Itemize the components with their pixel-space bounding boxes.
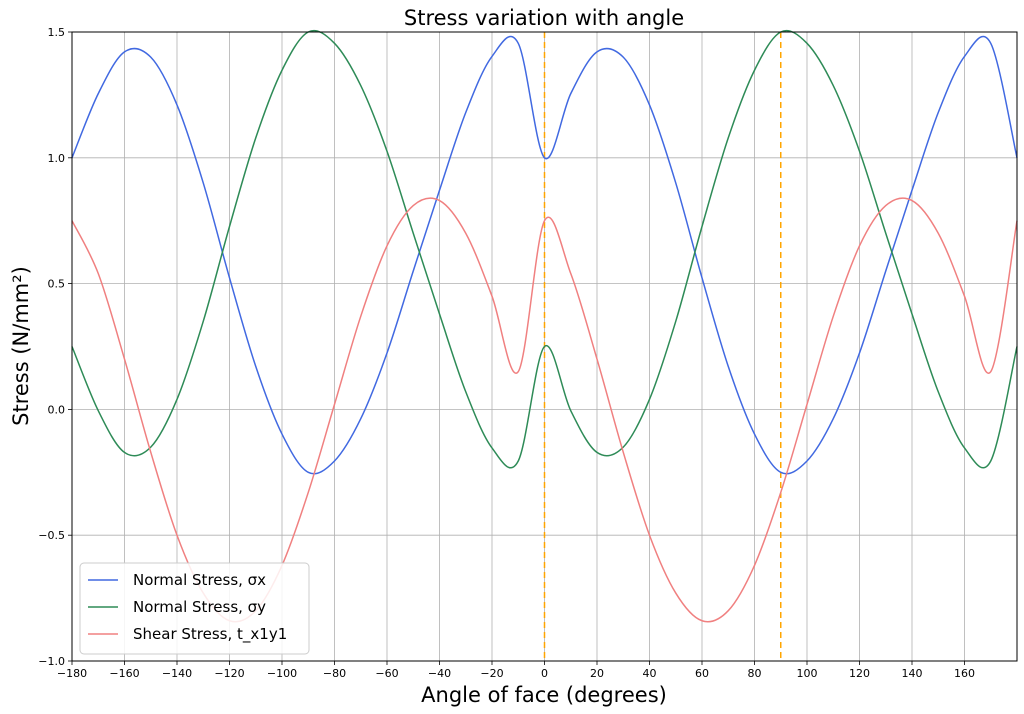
- x-tick-label: 60: [695, 667, 709, 680]
- x-tick-label: 80: [748, 667, 762, 680]
- chart-title: Stress variation with angle: [404, 6, 684, 30]
- x-tick-label: 40: [643, 667, 657, 680]
- x-tick-label: −140: [162, 667, 192, 680]
- y-axis-label: Stress (N/mm²): [9, 266, 33, 426]
- y-tick-label: 0.5: [48, 278, 66, 291]
- y-tick-label: 1.5: [48, 26, 66, 39]
- x-tick-label: 20: [590, 667, 604, 680]
- x-axis-label: Angle of face (degrees): [421, 683, 667, 707]
- x-tick-label: 160: [954, 667, 975, 680]
- y-tick-label: −1.0: [38, 655, 65, 668]
- x-tick-label: −40: [428, 667, 451, 680]
- y-tick-label: 1.0: [48, 152, 66, 165]
- legend-label: Normal Stress, σx: [133, 571, 266, 589]
- x-tick-label: 100: [797, 667, 818, 680]
- grid: [71, 31, 1017, 662]
- y-tick-label: 0.0: [48, 403, 66, 416]
- x-tick-label: −60: [375, 667, 398, 680]
- x-tick-label: −100: [267, 667, 297, 680]
- y-axis-ticks: −1.0 −0.5 0.0 0.5 1.0 1.5: [38, 26, 72, 668]
- x-tick-label: 120: [849, 667, 870, 680]
- x-tick-label: −80: [323, 667, 346, 680]
- x-tick-label: 0: [541, 667, 548, 680]
- legend-label: Normal Stress, σy: [133, 598, 266, 616]
- x-axis-ticks: −180 −160 −140 −120 −100 −80 −60 −40 −20 0 20 40 60 8…: [57, 661, 975, 680]
- legend-box: [79, 562, 310, 655]
- x-tick-label: 140: [902, 667, 923, 680]
- legend: Normal Stress, σx Normal Stress, σy Shear …: [79, 562, 310, 655]
- x-tick-label: −180: [57, 667, 87, 680]
- series-line-1: [71, 35, 1018, 475]
- legend-label: Shear Stress, t_x1y1: [133, 625, 287, 644]
- x-tick-label: −120: [214, 667, 244, 680]
- x-tick-label: −20: [480, 667, 503, 680]
- series-line-2: [71, 29, 1018, 469]
- y-tick-label: −0.5: [38, 529, 65, 542]
- x-tick-label: −160: [109, 667, 139, 680]
